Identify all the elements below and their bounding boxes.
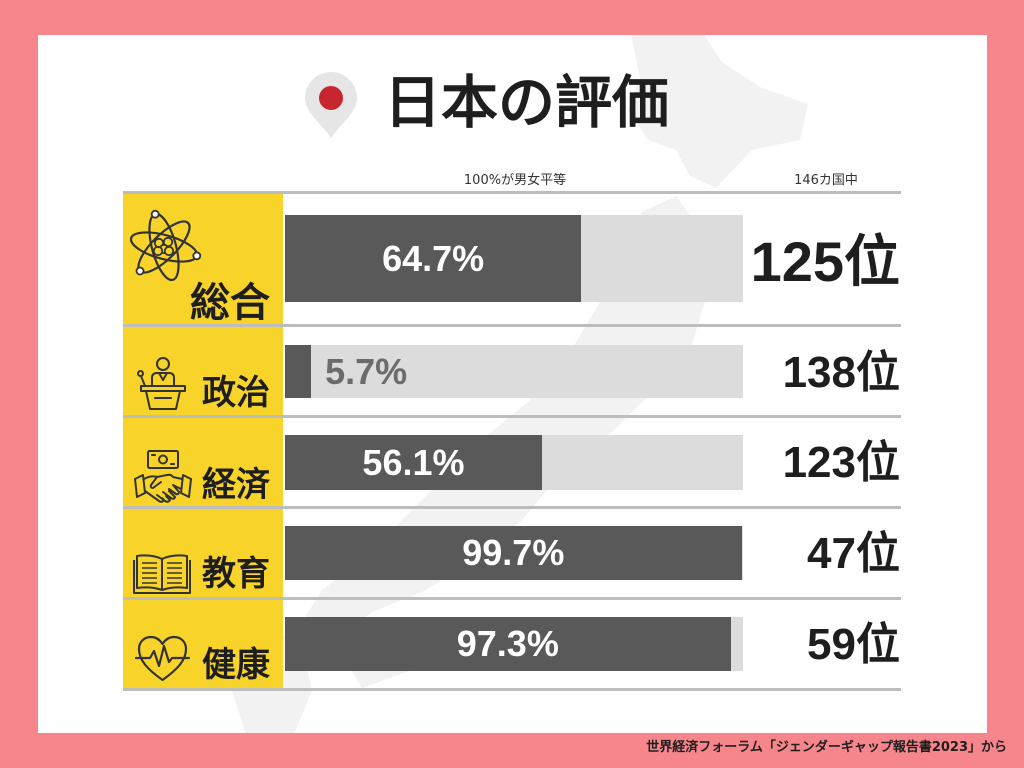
atom-icon (129, 209, 202, 282)
data-label-politics: 5.7% (325, 351, 408, 392)
table-bottom-rule (123, 688, 901, 691)
location-pin-icon (305, 72, 357, 138)
chart-title: 日本の評価 (384, 70, 669, 136)
bar-row-education: 教育 99.7% 47位 (123, 509, 901, 597)
row-divider (123, 415, 901, 418)
row-divider (123, 324, 901, 327)
data-label-overall: 64.7% (382, 238, 485, 279)
category-cell-health: 健康 (123, 600, 283, 688)
rank-label-education: 47位 (807, 529, 900, 578)
map-hokkaido (628, 35, 808, 188)
rank-label-health: 59位 (807, 620, 900, 669)
category-cell-politics: 政治 (123, 327, 283, 415)
bar-health (285, 617, 731, 671)
category-cell-economy: 経済 (123, 418, 283, 506)
rank-column-header: 146カ国中 (794, 173, 858, 188)
category-label-health: 健康 (202, 645, 270, 685)
bar-row-economy: 経済 56.1% 123位 (123, 418, 901, 506)
data-label-economy: 56.1% (362, 442, 465, 483)
bar-track-health: 97.3% (285, 617, 743, 671)
category-cell-education: 教育 (123, 509, 283, 597)
category-label-education: 教育 (202, 554, 270, 594)
category-label-overall: 総合 (190, 280, 270, 326)
score-column-header: 100%が男女平等 (463, 173, 567, 188)
bar-row-overall: 総合 64.7% 125位 (123, 194, 901, 324)
category-cell-overall: 総合 (123, 194, 283, 324)
rank-label-politics: 138位 (782, 348, 900, 397)
category-label-politics: 政治 (202, 373, 270, 413)
bar-track-overall: 64.7% (285, 215, 743, 302)
bar-politics (285, 345, 312, 398)
bar-overall (285, 215, 582, 302)
pin-dot (319, 86, 343, 110)
rank-label-overall: 125位 (750, 230, 900, 293)
bar-education (285, 526, 742, 580)
bar-track-economy: 56.1% (285, 435, 743, 490)
row-divider (123, 597, 901, 600)
data-label-education: 99.7% (462, 532, 565, 573)
bar-row-health: 健康 97.3% 59位 (123, 600, 901, 688)
bar-track-politics: 5.7% (285, 345, 743, 398)
bar-economy (285, 435, 542, 490)
rank-label-economy: 123位 (782, 438, 900, 487)
table-top-rule (123, 191, 901, 194)
data-label-health: 97.3% (456, 623, 559, 664)
podium-icon (137, 357, 186, 410)
category-label-economy: 経済 (202, 465, 270, 505)
handshake-money-icon (134, 450, 192, 503)
heart-pulse-icon (134, 635, 191, 682)
source-note: 世界経済フォーラム「ジェンダーギャップ報告書2023」から (646, 740, 1007, 755)
row-divider (123, 506, 901, 509)
bar-row-politics: 政治 5.7% 138位 (123, 327, 901, 415)
bar-track-education: 99.7% (285, 526, 743, 580)
book-icon (133, 554, 191, 594)
